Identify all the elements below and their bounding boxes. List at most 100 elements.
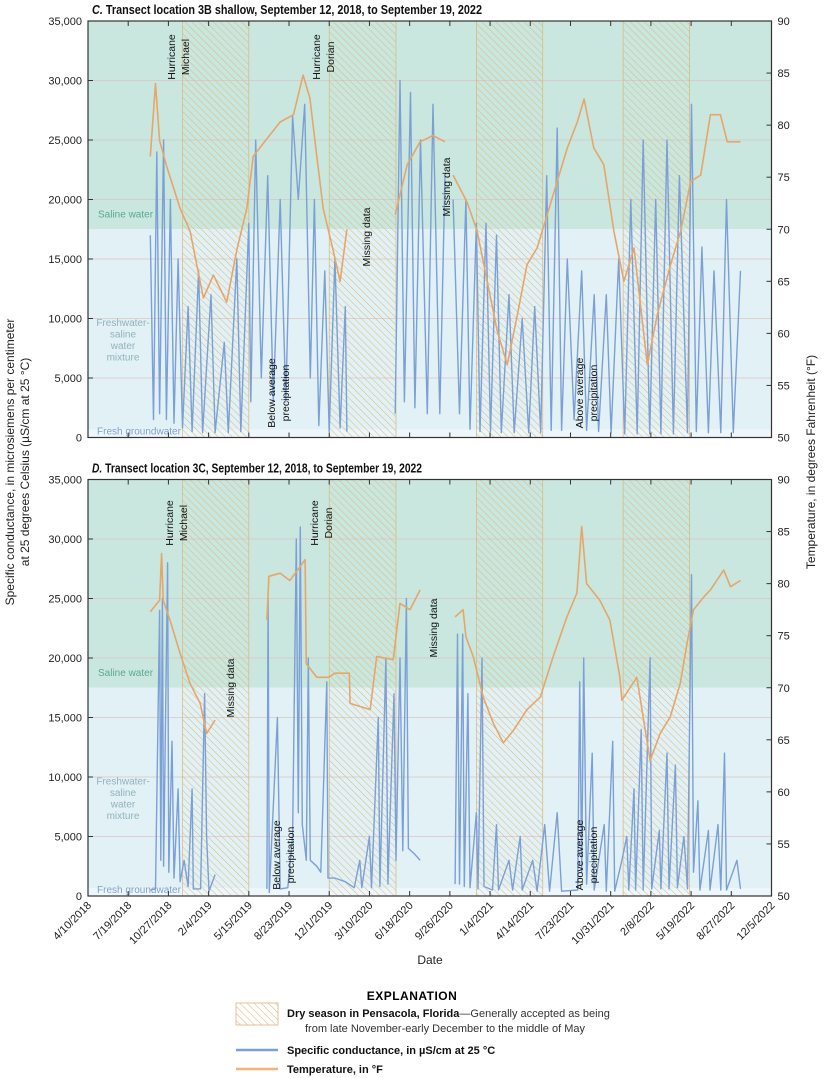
x-tick-label: 12/5/2022 (735, 900, 778, 943)
y-left-tick-label: 5,000 (54, 832, 82, 844)
dry-season-band (328, 20, 397, 438)
dry-season-band (476, 479, 544, 897)
panel-letter: C. (92, 2, 106, 17)
annotation-hurricane-dorian: Dorian (323, 507, 335, 538)
legend-dry-season-rest: —Generally accepted as being (459, 1008, 609, 1020)
panel-title-text: Transect location 3B shallow, September … (106, 2, 482, 17)
panel-title: D. Transect location 3C, September 12, 2… (92, 461, 422, 476)
panel-title: C. Transect location 3B shallow, Septemb… (92, 2, 482, 17)
annotation-hurricane-michael: Hurricane (164, 500, 176, 546)
y-axis-right-label: Temperature, in degrees Fahrenheit (°F) (804, 355, 818, 569)
x-tick-label: 5/15/2019 (212, 900, 255, 943)
y-right-tick-label: 60 (778, 787, 790, 799)
y-left-tick-label: 35,000 (48, 475, 82, 487)
panel-d: Saline water Freshwater-salinewatermixtur… (48, 461, 789, 948)
y-left-tick-label: 35,000 (48, 16, 82, 28)
mixture-label: saline (110, 330, 137, 341)
saline-water-label: Saline water (98, 668, 154, 679)
fresh-groundwater-zone (88, 888, 772, 896)
legend: EXPLANATION Dry season in Pensacola, Flo… (235, 989, 610, 1076)
annotation-below-precip: Below average (266, 358, 278, 428)
y-right-tick-label: 70 (778, 224, 790, 236)
y-right-tick-label: 90 (778, 475, 790, 487)
annotation-hurricane-michael: Michael (180, 39, 192, 75)
temperature-line (149, 525, 741, 762)
annotation-above-precip: Above average (574, 820, 586, 891)
legend-dry-season-bold: Dry season in Pensacola, Florida (287, 1008, 460, 1020)
y-left-tick-label: 5,000 (54, 373, 82, 385)
x-axis-label: Date (417, 953, 443, 967)
y-left-tick-label: 20,000 (48, 653, 82, 665)
annotation-above-precip: precipitation (588, 827, 600, 884)
legend-conductance-label: Specific conductance, in µS/cm at 25 °C (287, 1045, 495, 1057)
conductance-line (149, 79, 742, 435)
mixture-label: water (110, 800, 136, 811)
y-left-tick-label: 20,000 (48, 195, 82, 207)
y-right-tick-label: 50 (778, 433, 790, 445)
x-tick-label: 12/1/2019 (292, 900, 335, 943)
y-left-tick-label: 15,000 (48, 254, 82, 266)
y-right-tick-label: 60 (778, 328, 790, 340)
y-right-tick-label: 85 (778, 68, 790, 80)
x-tick-label: 1/4/2021 (457, 900, 496, 939)
x-tick-label: 2/8/2022 (618, 900, 657, 939)
y-left-tick-label: 15,000 (48, 713, 82, 725)
x-tick-label: 7/23/2021 (534, 900, 577, 943)
y-right-tick-label: 90 (778, 16, 790, 28)
y-left-tick-label: 10,000 (48, 772, 82, 784)
mixture-label: mixture (107, 353, 140, 364)
annotation-hurricane-dorian: Hurricane (309, 500, 321, 546)
y-left-tick-label: 30,000 (48, 76, 82, 88)
conductance-line (150, 526, 742, 894)
y-right-tick-label: 75 (778, 172, 790, 184)
mixture-label: water (110, 341, 136, 352)
y-right-tick-label: 50 (778, 891, 790, 903)
y-left-tick-label: 10,000 (48, 314, 82, 326)
legend-title: EXPLANATION (367, 989, 458, 1003)
y-left-tick-label: 25,000 (48, 135, 82, 147)
x-tick-label: 10/27/2018 (127, 900, 174, 947)
legend-dry-season-label: Dry season in Pensacola, Florida—General… (287, 1008, 610, 1020)
x-tick-label: 7/19/2018 (91, 900, 134, 943)
x-tick-label: 9/26/2020 (413, 900, 456, 943)
annotation-below-precip: Below average (271, 820, 283, 890)
fresh-groundwater-label: Fresh groundwater (97, 427, 182, 438)
saline-water-label: Saline water (98, 209, 154, 220)
annotation-missing-data: Missing data (441, 157, 453, 216)
annotation-hurricane-dorian: Dorian (325, 41, 337, 72)
x-tick-label: 10/31/2021 (569, 900, 616, 947)
annotation-missing-data: Missing data (225, 658, 237, 717)
y-right-tick-label: 65 (778, 735, 790, 747)
fresh-groundwater-label: Fresh groundwater (97, 885, 182, 896)
temperature-line (149, 74, 741, 366)
panel-c: Saline water Freshwater-salinewatermixtur… (48, 2, 789, 445)
mixture-label: Freshwater- (96, 318, 149, 329)
x-tick-label: 4/10/2018 (51, 900, 94, 943)
x-tick-label: 4/14/2021 (493, 900, 536, 943)
x-tick-label: 8/27/2022 (694, 900, 737, 943)
dry-season-band (182, 20, 250, 438)
panel-letter: D. (92, 461, 105, 476)
annotation-below-precip: precipitation (285, 827, 297, 884)
annotation-above-precip: Above average (574, 358, 586, 429)
y-right-tick-label: 80 (778, 579, 790, 591)
y-right-tick-label: 55 (778, 839, 790, 851)
y-right-tick-label: 75 (778, 631, 790, 643)
legend-dry-season-line2: from late November-early December to the… (305, 1023, 585, 1035)
y-left-tick-label: 0 (76, 433, 82, 445)
x-tick-label: 5/19/2022 (654, 900, 697, 943)
y-axis-left-label: Specific conductance, in microsiemens pe… (3, 319, 17, 606)
y-axis-left-label-line2: at 25 degrees Celsius (µS/cm at 25 °C) (18, 358, 32, 566)
y-left-tick-label: 0 (76, 891, 82, 903)
x-tick-label: 6/18/2020 (373, 900, 416, 943)
annotation-hurricane-michael: Hurricane (166, 34, 178, 80)
x-tick-label: 2/4/2019 (176, 900, 215, 939)
y-right-tick-label: 70 (778, 683, 790, 695)
dry-season-band (182, 479, 250, 897)
y-right-tick-label: 55 (778, 380, 790, 392)
y-right-tick-label: 80 (778, 120, 790, 132)
y-left-tick-label: 30,000 (48, 534, 82, 546)
y-left-tick-label: 25,000 (48, 594, 82, 606)
legend-temperature-label: Temperature, in °F (287, 1064, 383, 1076)
